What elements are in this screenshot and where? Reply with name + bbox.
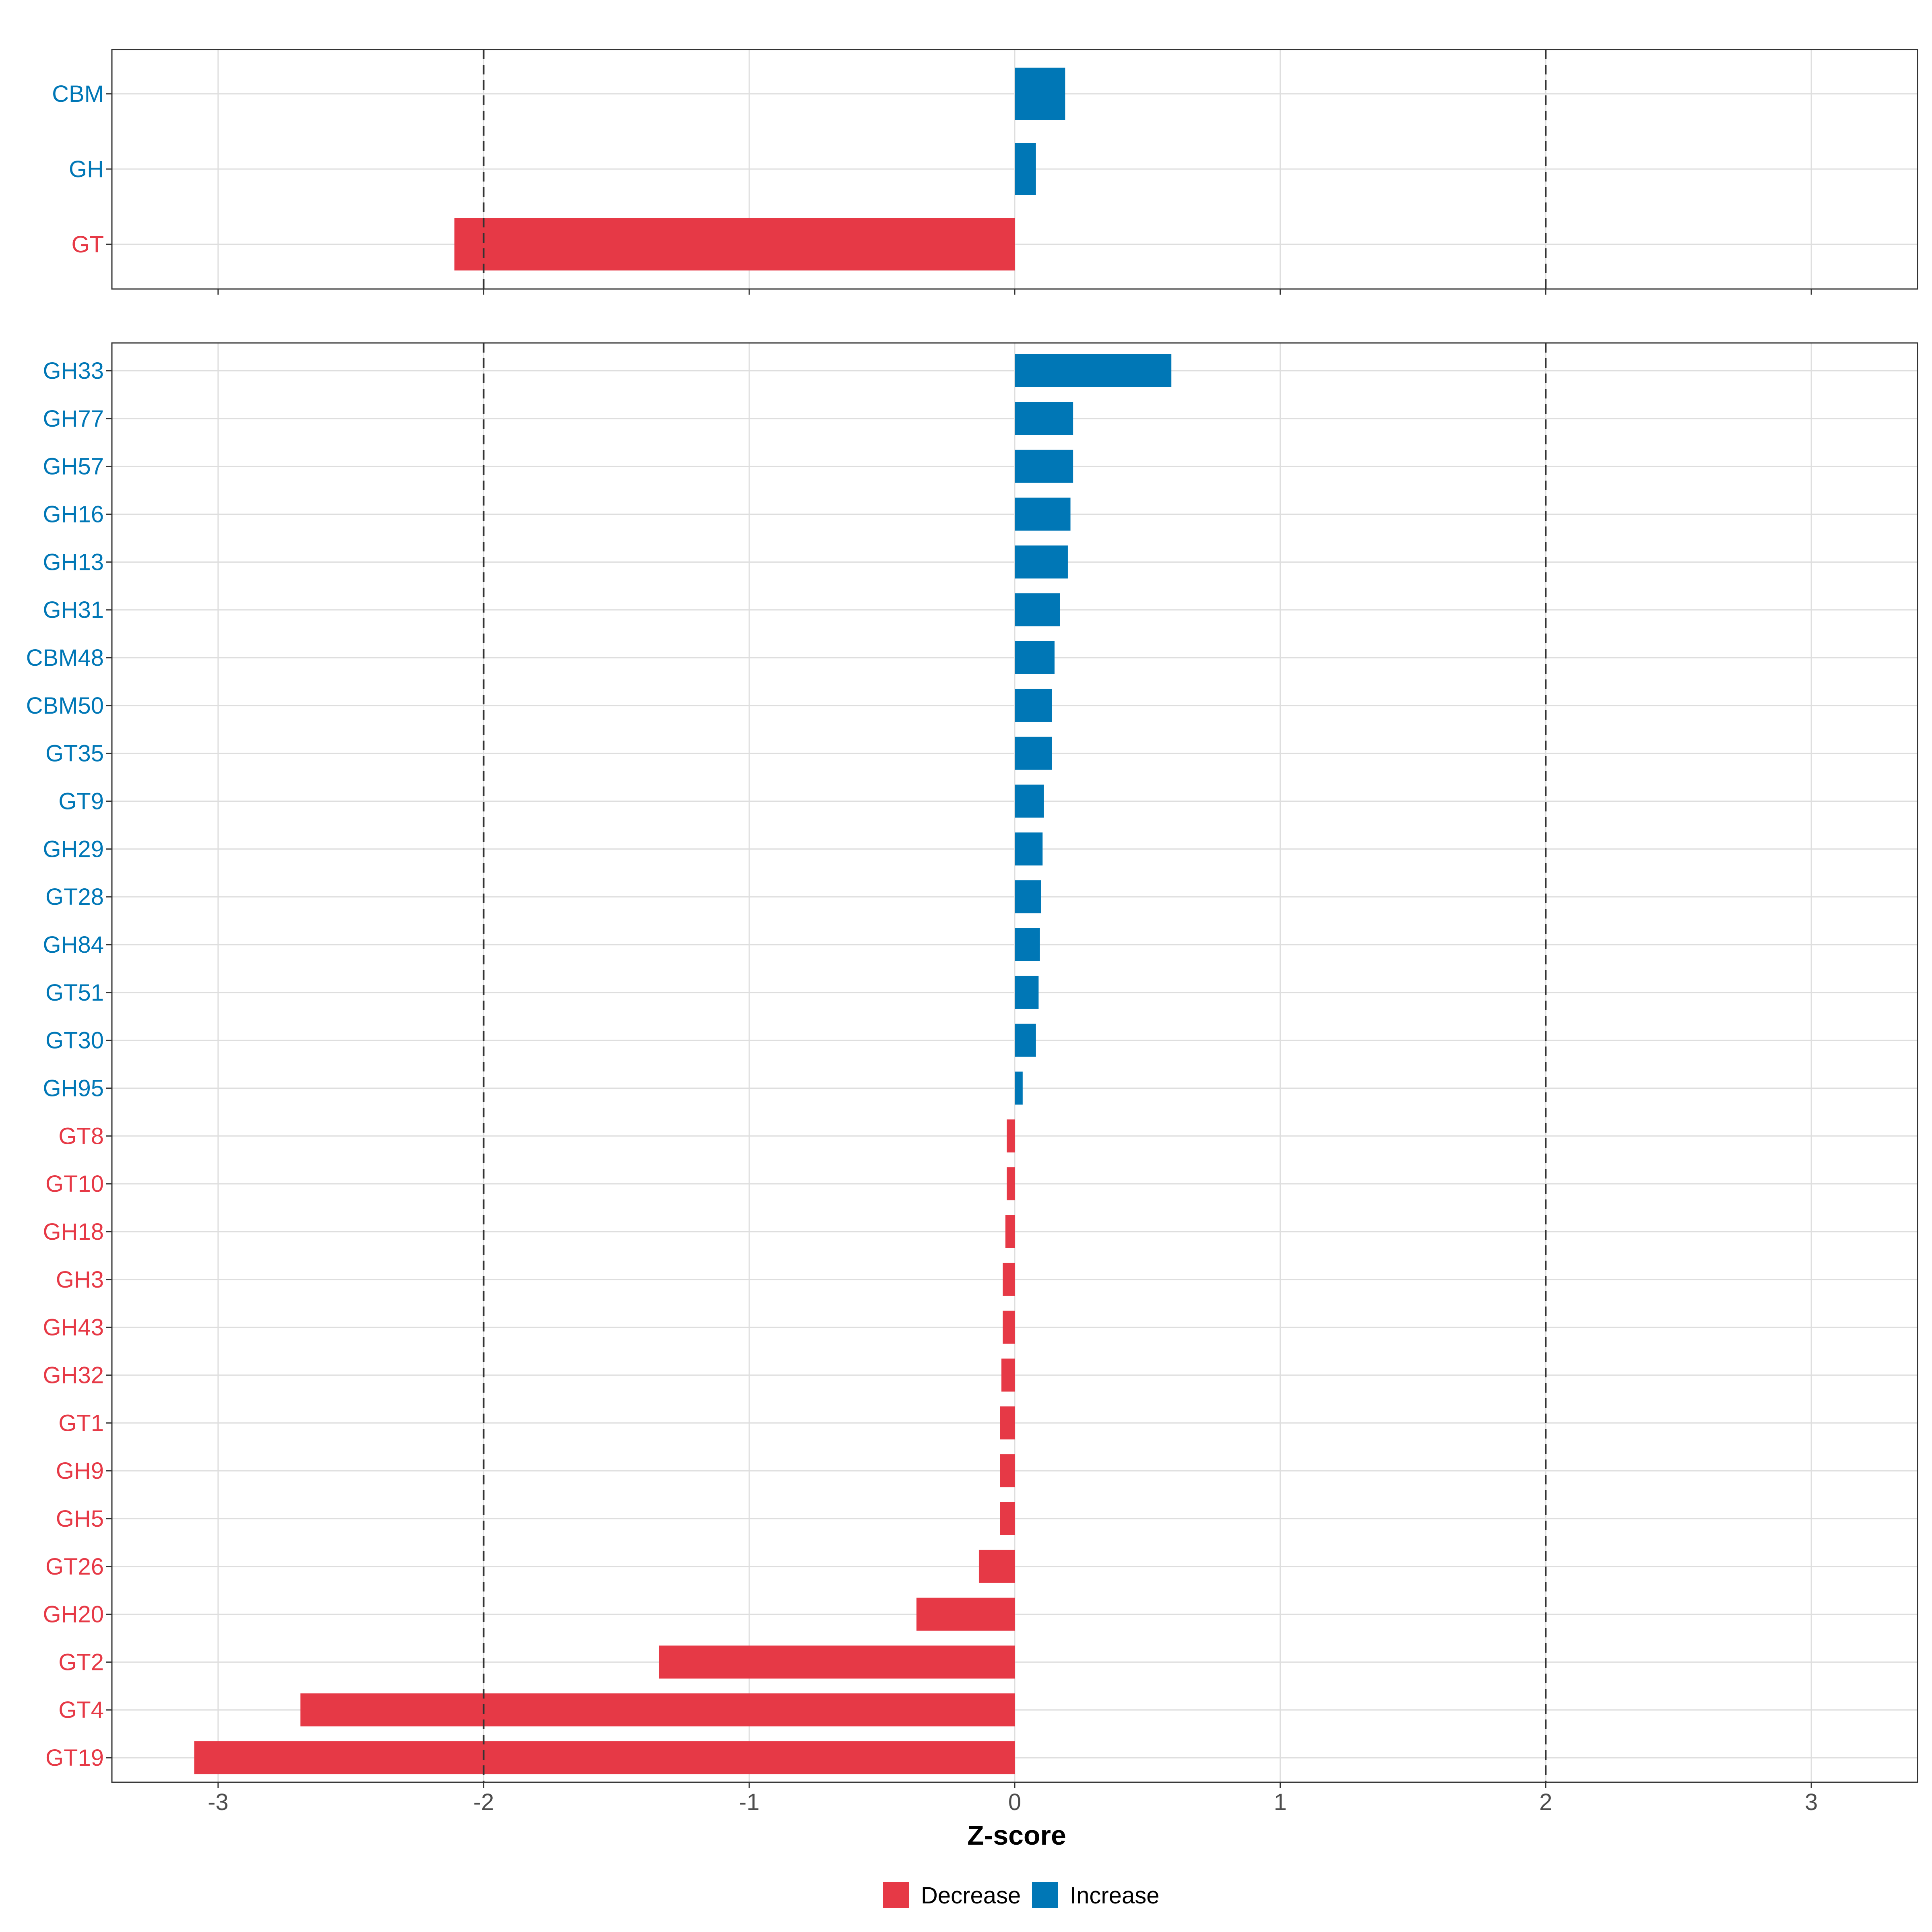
category-label-GT: GT (71, 231, 104, 258)
bar-GH77 (1015, 402, 1073, 435)
bar-CBM50 (1015, 689, 1052, 722)
bar-GT9 (1015, 784, 1044, 818)
bar-GT10 (1007, 1167, 1015, 1201)
bar-GT (454, 218, 1015, 270)
bar-GH29 (1015, 832, 1043, 866)
legend-swatch-increase (1032, 1882, 1058, 1908)
bar-GH3 (1003, 1263, 1015, 1296)
category-label-GH29: GH29 (43, 836, 104, 862)
bar-CBM (1015, 68, 1065, 120)
bar-GT19 (194, 1741, 1015, 1775)
bar-GH9 (1000, 1454, 1015, 1488)
bar-GH32 (1001, 1358, 1015, 1392)
category-label-GH84: GH84 (43, 932, 104, 958)
x-tick-label-2: 2 (1539, 1789, 1552, 1815)
bar-GT4 (300, 1693, 1015, 1727)
x-tick-label--1: -1 (739, 1789, 760, 1815)
category-label-GH32: GH32 (43, 1362, 104, 1388)
bar-GH18 (1005, 1215, 1015, 1248)
bar-GH13 (1015, 545, 1068, 579)
x-tick-label--2: -2 (473, 1789, 494, 1815)
bar-CBM48 (1015, 641, 1055, 674)
bar-GT30 (1015, 1024, 1036, 1057)
family-panel: CBM GH GT (52, 49, 1918, 295)
category-label-GH5: GH5 (56, 1506, 104, 1532)
category-label-GH13: GH13 (43, 549, 104, 575)
bar-GT8 (1007, 1119, 1015, 1153)
bar-GH33 (1015, 354, 1172, 387)
x-tick-label-1: 1 (1274, 1789, 1287, 1815)
legend-swatch-decrease (883, 1882, 909, 1908)
category-label-GT4: GT4 (58, 1697, 104, 1723)
category-label-GT10: GT10 (45, 1171, 104, 1197)
category-label-GH43: GH43 (43, 1315, 104, 1341)
category-label-CBM: CBM (52, 81, 104, 107)
bar-GH (1015, 143, 1036, 195)
bar-GT35 (1015, 737, 1052, 770)
x-axis-title: Z-score (967, 1820, 1066, 1851)
bar-GH16 (1015, 497, 1071, 531)
bar-GT26 (978, 1550, 1015, 1583)
bar-GH84 (1015, 928, 1040, 961)
category-label-GH77: GH77 (43, 406, 104, 432)
category-label-GT8: GT8 (58, 1123, 104, 1149)
category-label-GT9: GT9 (58, 788, 104, 814)
bar-GT2 (658, 1645, 1015, 1679)
category-label-GH: GH (69, 156, 104, 182)
legend: Decrease Increase (883, 1882, 1159, 1909)
bar-GT51 (1015, 976, 1039, 1009)
category-label-GT1: GT1 (58, 1410, 104, 1436)
bar-GH20 (916, 1598, 1015, 1631)
bar-GH95 (1015, 1071, 1023, 1105)
x-tick-label-0: 0 (1008, 1789, 1021, 1815)
category-label-GH20: GH20 (43, 1602, 104, 1628)
legend-label-increase: Increase (1070, 1882, 1159, 1909)
bar-GT1 (1000, 1406, 1015, 1440)
bar-GH43 (1003, 1311, 1015, 1344)
category-label-GH3: GH3 (56, 1267, 104, 1293)
category-label-GH57: GH57 (43, 454, 104, 480)
bar-GT28 (1015, 880, 1041, 914)
category-label-GT28: GT28 (45, 884, 104, 910)
category-label-GT30: GT30 (45, 1028, 104, 1054)
category-label-GT19: GT19 (45, 1745, 104, 1771)
bar-GH31 (1015, 593, 1060, 627)
category-label-CBM50: CBM50 (26, 693, 104, 719)
category-label-CBM48: CBM48 (26, 645, 104, 671)
category-label-GT35: GT35 (45, 741, 104, 767)
category-label-GT51: GT51 (45, 980, 104, 1006)
category-label-GH95: GH95 (43, 1075, 104, 1101)
legend-label-decrease: Decrease (921, 1882, 1021, 1909)
category-label-GH9: GH9 (56, 1458, 104, 1484)
x-tick-label-3: 3 (1805, 1789, 1818, 1815)
category-label-GT2: GT2 (58, 1649, 104, 1675)
category-label-GH33: GH33 (43, 358, 104, 384)
bar-GH57 (1015, 450, 1073, 483)
bar-GH5 (1000, 1502, 1015, 1535)
category-label-GH16: GH16 (43, 501, 104, 527)
category-label-GH31: GH31 (43, 597, 104, 623)
category-label-GT26: GT26 (45, 1554, 104, 1580)
x-tick-label--3: -3 (208, 1789, 229, 1815)
x-axis: -3 -2 -1 0 1 2 3 (208, 1789, 1818, 1815)
subfamily-panel: GH33 GH77 GH57 GH16 GH13 GH31 CBM48 CBM50 GT35 GT… (26, 342, 1918, 1788)
category-label-GH18: GH18 (43, 1219, 104, 1245)
